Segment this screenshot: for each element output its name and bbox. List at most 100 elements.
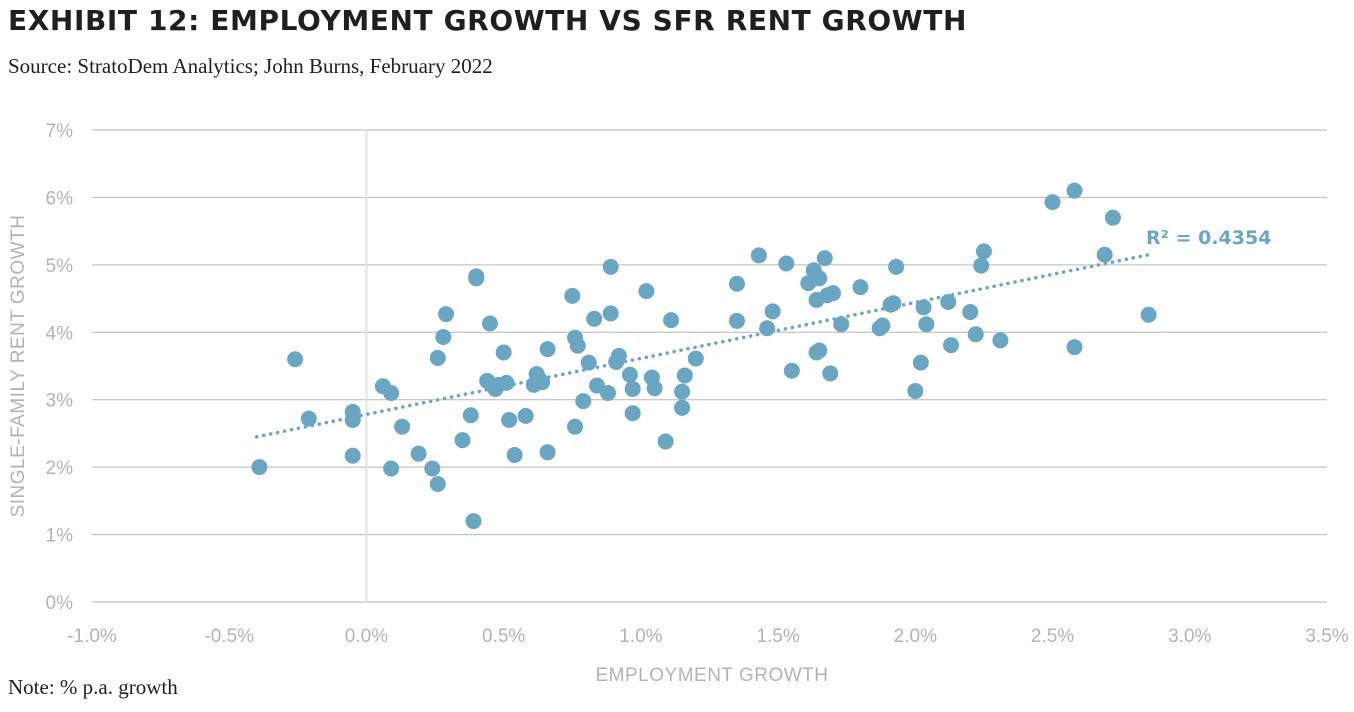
data-point [676,367,693,384]
data-point [344,447,361,464]
data-point [1066,339,1083,356]
data-point [498,374,515,391]
data-point [517,407,534,424]
y-axis-label: SINGLE-FAMILY RENT GROWTH [8,215,29,518]
y-axis-ticks: 0% 1% 2% 3% 4% 5% 6% 7% [46,121,74,614]
data-point [539,341,556,358]
data-point [1044,194,1061,211]
data-point [501,411,518,428]
data-point [888,258,905,275]
data-point [394,418,411,435]
data-point [973,257,990,274]
data-point [728,275,745,292]
data-point [468,268,485,285]
data-point [624,405,641,422]
trendline [254,252,1151,439]
x-axis-ticks: -1.0% -0.5% 0.0% 0.5% 1.0% 1.5% 2.0% 2.5% 3.0% 3.… [67,626,1349,647]
data-point [438,306,455,323]
data-point [586,310,603,327]
x-tick-label: 3.5% [1305,626,1348,647]
x-tick-label: 2.0% [894,626,937,647]
data-point [663,312,680,329]
y-tick-label: 4% [46,323,74,344]
y-tick-label: 0% [46,593,74,614]
data-point [943,337,960,354]
x-tick-label: 3.0% [1168,626,1211,647]
data-point [462,407,479,424]
data-point [575,393,592,410]
x-tick-label: 1.0% [619,626,662,647]
data-point [811,342,828,359]
data-point [811,270,828,287]
data-point [907,382,924,399]
data-points [251,182,1157,530]
data-point [1066,182,1083,199]
data-point [1104,209,1121,226]
data-point [1096,246,1113,263]
data-point [344,411,361,428]
data-point [599,384,616,401]
data-point [465,513,482,530]
data-point [495,344,512,361]
data-point [967,326,984,343]
data-point [383,384,400,401]
y-tick-label: 3% [46,391,74,412]
data-point [975,243,992,260]
data-point [567,418,584,435]
data-point [481,315,498,332]
x-tick-label: 0.5% [482,626,525,647]
data-point [602,258,619,275]
data-point [383,460,400,477]
data-point [918,316,935,333]
data-point [912,354,929,371]
y-tick-label: 6% [46,188,74,209]
data-point [621,366,638,383]
x-tick-label: 2.5% [1031,626,1074,647]
r-squared-annotation: R² = 0.4354 [1146,227,1271,249]
data-point [674,383,691,400]
x-axis-label: EMPLOYMENT GROWTH [596,665,829,686]
data-point [534,374,551,391]
data-point [610,347,627,364]
data-point [816,250,833,267]
data-point [646,380,663,397]
data-point [506,447,523,464]
data-point [822,365,839,382]
x-tick-label: -1.0% [67,626,117,647]
data-point [287,351,304,368]
data-point [825,285,841,302]
data-point [728,312,745,329]
x-tick-label: 0.0% [345,626,388,647]
data-point [569,337,586,354]
x-tick-label: -0.5% [204,626,254,647]
y-tick-label: 5% [46,256,74,277]
data-point [624,380,641,397]
chart-title: EXHIBIT 12: EMPLOYMENT GROWTH VS SFR REN… [8,4,968,37]
data-point [300,410,317,427]
data-point [852,279,869,296]
data-point [251,459,268,476]
data-point [833,316,850,333]
data-point [410,445,427,462]
data-point [602,305,619,322]
data-point [764,303,781,320]
data-point [539,444,556,461]
data-point [1140,306,1157,323]
y-tick-label: 2% [46,458,74,479]
data-point [435,329,452,346]
data-point [992,332,1009,349]
data-point [564,287,581,304]
x-tick-label: 1.5% [756,626,799,647]
data-point [962,304,979,321]
y-tick-label: 7% [46,121,74,142]
y-tick-label: 1% [46,526,74,547]
data-point [687,350,704,367]
data-point [915,299,932,316]
data-point [638,283,655,300]
data-point [783,362,800,379]
data-point [885,295,902,312]
data-point [424,460,441,477]
data-point [429,476,446,492]
data-point [429,349,446,366]
